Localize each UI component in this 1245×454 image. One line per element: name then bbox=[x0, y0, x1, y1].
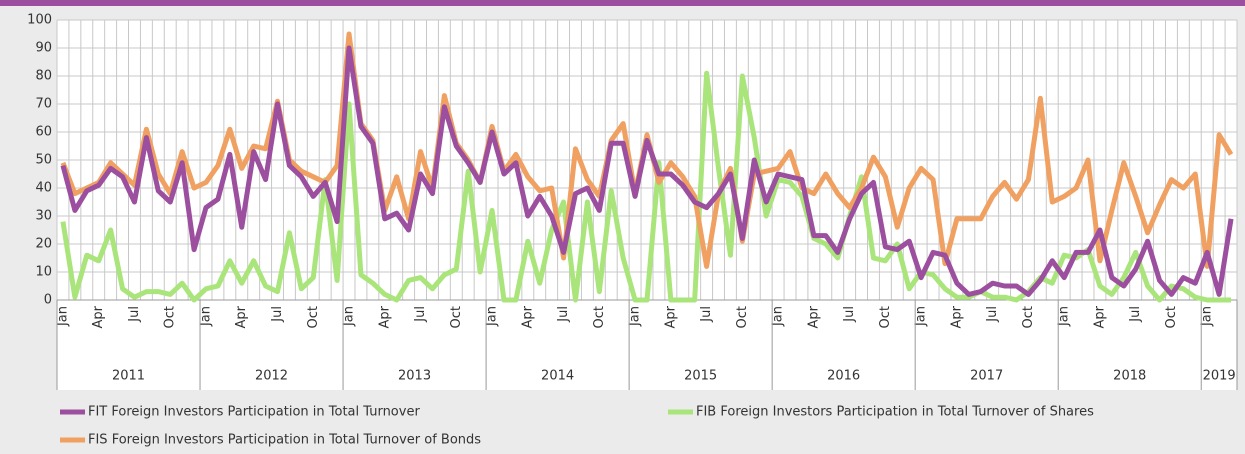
year-label: 2015 bbox=[684, 369, 717, 384]
x-tick-label: Jan bbox=[1200, 306, 1215, 327]
series-line bbox=[60, 31, 1234, 269]
x-tick-label: Apr bbox=[1092, 305, 1107, 328]
x-tick-label: Oct bbox=[306, 306, 321, 328]
y-tick-label: 50 bbox=[35, 153, 52, 168]
top-bar bbox=[0, 0, 1245, 6]
x-tick-label: Apr bbox=[91, 305, 106, 328]
year-label: 2019 bbox=[1203, 369, 1236, 384]
x-tick-label: Jul bbox=[413, 306, 428, 323]
x-tick-label: Jan bbox=[198, 306, 213, 327]
x-tick-label: Oct bbox=[592, 306, 607, 328]
y-tick-label: 0 bbox=[44, 293, 52, 308]
y-tick-label: 90 bbox=[35, 41, 52, 56]
x-tick-label: Jul bbox=[556, 306, 571, 323]
x-tick-label: Jan bbox=[342, 306, 357, 327]
year-label: 2017 bbox=[970, 369, 1003, 384]
x-tick-label: Apr bbox=[520, 305, 535, 328]
plot-area bbox=[57, 20, 1237, 390]
x-tick-label: Jul bbox=[699, 306, 714, 323]
x-tick-label: Oct bbox=[163, 306, 178, 328]
year-label: 2018 bbox=[1113, 369, 1146, 384]
year-label: 2011 bbox=[112, 369, 145, 384]
x-tick-label: Oct bbox=[1021, 306, 1036, 328]
series-line bbox=[60, 45, 1234, 297]
year-label: 2014 bbox=[541, 369, 574, 384]
year-label: 2012 bbox=[255, 369, 288, 384]
x-tick-label: Oct bbox=[878, 306, 893, 328]
legend-label: FIS Foreign Investors Participation in T… bbox=[88, 433, 481, 448]
legend-label: FIT Foreign Investors Participation in T… bbox=[88, 405, 420, 420]
y-tick-label: 40 bbox=[35, 181, 52, 196]
x-tick-label: Jan bbox=[1057, 306, 1072, 327]
year-label: 2016 bbox=[827, 369, 860, 384]
y-tick-label: 30 bbox=[35, 209, 52, 224]
x-tick-label: Apr bbox=[806, 305, 821, 328]
y-tick-label: 80 bbox=[35, 69, 52, 84]
x-tick-label: Apr bbox=[377, 305, 392, 328]
x-tick-label: Jul bbox=[1128, 306, 1143, 323]
year-label: 2013 bbox=[398, 369, 431, 384]
x-tick-label: Oct bbox=[449, 306, 464, 328]
x-tick-label: Oct bbox=[735, 306, 750, 328]
x-tick-label: Apr bbox=[234, 305, 249, 328]
y-tick-label: 100 bbox=[27, 13, 52, 28]
x-tick-label: Jul bbox=[270, 306, 285, 323]
x-tick-label: Jan bbox=[771, 306, 786, 327]
x-tick-label: Jul bbox=[127, 306, 142, 323]
y-tick-label: 20 bbox=[35, 237, 52, 252]
x-tick-label: Jan bbox=[628, 306, 643, 327]
x-tick-label: Apr bbox=[663, 305, 678, 328]
legend-label: FIB Foreign Investors Participation in T… bbox=[696, 405, 1094, 420]
x-tick-label: Apr bbox=[949, 305, 964, 328]
y-tick-label: 60 bbox=[35, 125, 52, 140]
x-tick-label: Jan bbox=[485, 306, 500, 327]
y-tick-label: 70 bbox=[35, 97, 52, 112]
x-tick-label: Jul bbox=[985, 306, 1000, 323]
x-tick-label: Jul bbox=[842, 306, 857, 323]
y-tick-label: 10 bbox=[35, 265, 52, 280]
x-tick-label: Oct bbox=[1164, 306, 1179, 328]
x-tick-label: Jan bbox=[914, 306, 929, 327]
x-tick-label: Jan bbox=[55, 306, 70, 327]
